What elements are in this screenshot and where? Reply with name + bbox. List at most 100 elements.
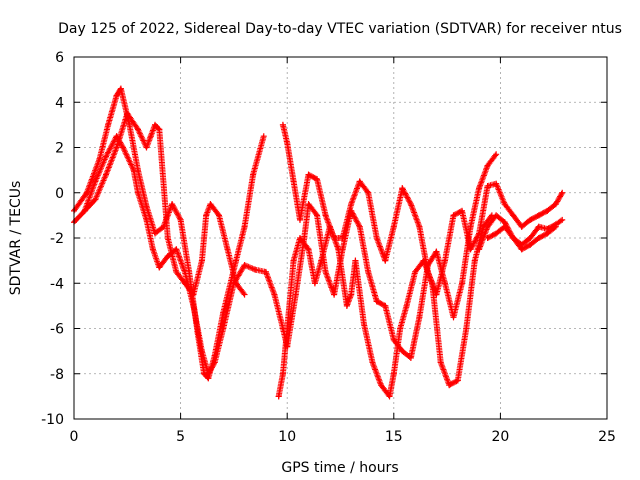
data-point [314,176,321,183]
y-tick-label: -6 [50,322,64,338]
data-point [296,235,303,241]
data-point [382,302,389,309]
data-point [527,241,534,248]
data-point [292,291,299,298]
data-point [463,325,470,332]
data-point [365,189,372,196]
data-point [262,268,269,275]
y-tick-label: 2 [55,141,64,157]
data-point [113,144,120,151]
data-point [484,182,491,189]
series-track-f [279,121,566,298]
data-point [518,223,525,230]
data-point [433,248,440,255]
data-point [352,257,359,264]
data-point [215,212,222,219]
data-point [476,230,483,237]
data-point [152,230,159,237]
data-point [446,382,453,389]
data-point [143,144,150,151]
data-point [177,216,184,223]
data-point [360,320,367,327]
data-point [335,246,342,253]
data-point [373,235,380,241]
data-point [343,302,350,309]
data-point [92,178,99,185]
x-tick-label: 25 [598,429,616,445]
data-point [382,257,389,264]
data-point [501,219,508,226]
marker-trail [279,121,565,298]
data-point [275,393,282,400]
data-point [471,257,478,264]
data-point [501,201,508,208]
data-point [169,201,176,208]
x-tick-label: 10 [278,429,296,445]
data-point [399,185,406,192]
data-point [96,155,103,162]
data-point [102,171,109,178]
data-point [416,314,423,321]
x-axis-label: GPS time / hours [281,460,398,476]
x-axis-ticks: 0 5 10 15 20 25 [70,57,616,445]
data-point [81,207,88,214]
data-point [147,133,154,140]
data-point [241,291,248,298]
series-track-e [275,212,495,400]
data-point [173,268,180,275]
data-point [318,257,325,264]
data-point [493,212,500,219]
y-tick-label: 6 [55,50,64,66]
data-point [510,235,517,241]
data-point [467,223,474,230]
data-point [348,201,355,208]
data-point [279,121,286,128]
data-point [527,235,534,241]
data-point [493,151,500,158]
data-point [203,212,210,219]
data-point [544,207,551,214]
data-point [252,266,259,273]
data-point [224,246,231,253]
data-point [194,330,201,337]
series-track-h [476,212,559,253]
data-point [390,223,397,230]
y-tick-label: -2 [50,231,64,247]
data-point [113,92,120,99]
data-point [201,370,208,377]
data-point [437,359,444,366]
data-point [149,246,156,253]
data-point [105,121,112,128]
data-point [305,246,312,253]
data-point [143,203,150,210]
data-point [535,212,542,219]
data-point [424,268,431,275]
data-point [190,291,197,298]
data-point [331,235,338,241]
data-point [454,377,461,384]
y-axis-label: SDTVAR / TECUs [8,181,24,296]
data-point [186,268,193,275]
data-point [271,291,278,298]
data-point [484,162,491,169]
data-point [441,257,448,264]
data-point [296,216,303,223]
data-point [365,268,372,275]
data-point [290,257,297,264]
data-point [152,121,159,128]
data-point [433,291,440,298]
data-point [102,153,109,160]
data-point [510,212,517,219]
data-point [459,280,466,287]
data-point [484,223,491,230]
data-point [250,171,257,178]
data-point [279,370,286,377]
data-point [211,352,218,359]
data-point [407,354,414,361]
data-point [233,280,240,287]
y-axis-ticks: -10 -8 -6 -4 -2 0 2 4 6 [41,50,607,428]
data-point [518,246,525,253]
data-point [311,280,318,287]
data-point [241,223,248,230]
